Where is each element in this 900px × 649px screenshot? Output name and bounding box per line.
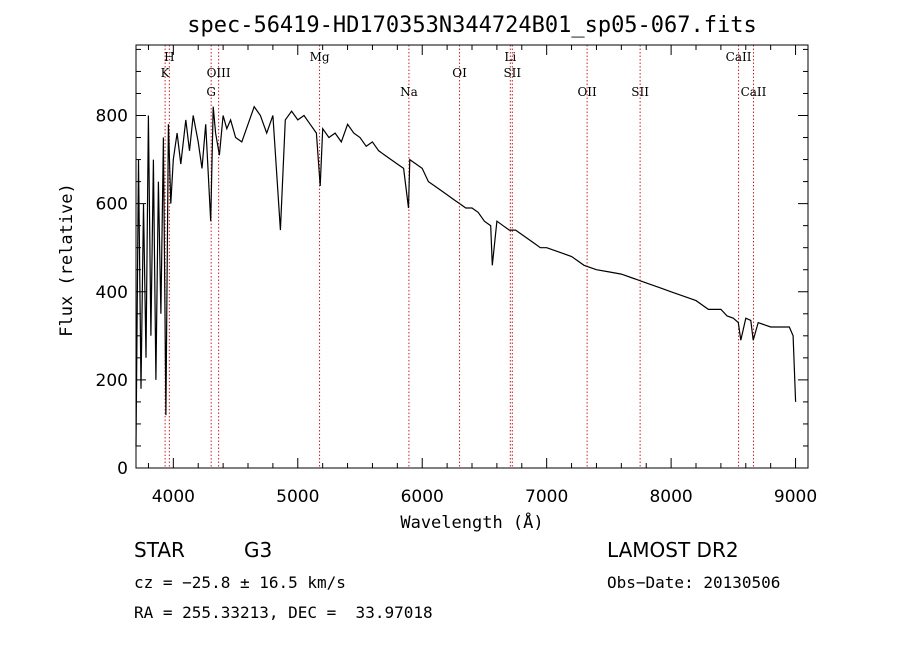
plot-frame (135, 44, 809, 469)
y-tick-label: 0 (117, 459, 128, 479)
chart-title: spec-56419-HD170353N344724B01_sp05-067.f… (187, 13, 757, 38)
x-tick-label: 9000 (774, 487, 817, 507)
line-marker-label: SII (503, 66, 521, 80)
spectrum-series (135, 105, 797, 447)
y-tick-label: 200 (96, 371, 128, 391)
line-marker-label: OIII (207, 66, 231, 80)
x-tick-label: 4000 (152, 487, 195, 507)
redshift-readout: cz = −25.8 ± 16.5 km/s (134, 573, 346, 592)
line-marker-label: CaII (726, 50, 752, 64)
line-marker-label: H (164, 50, 174, 64)
line-marker-label: CaII (741, 85, 767, 99)
line-marker-label: OI (452, 66, 467, 80)
survey-name: LAMOST DR2 (607, 538, 739, 562)
y-axis-label: Flux (relative) (57, 183, 77, 337)
obs-date: Obs−Date: 20130506 (607, 573, 781, 592)
coordinates: RA = 255.33213, DEC = 33.97018 (134, 603, 433, 622)
y-axis-ticks: 0 200 400 600 800 (96, 48, 808, 479)
line-marker-label: K (161, 66, 171, 80)
x-tick-label: 5000 (276, 487, 319, 507)
y-tick-label: 400 (96, 283, 128, 303)
spectral-subclass: G3 (244, 538, 273, 562)
x-axis-label: Wavelength (Å) (400, 511, 543, 533)
x-axis-ticks: 4000 5000 6000 7000 8000 9000 (147, 45, 817, 507)
x-tick-label: 8000 (649, 487, 692, 507)
line-marker-label: SII (631, 85, 649, 99)
line-marker-label: OII (577, 85, 597, 99)
line-marker-label: Li (504, 50, 516, 64)
y-tick-label: 600 (96, 195, 128, 215)
object-type: STAR (134, 538, 185, 562)
y-tick-label: 800 (96, 107, 128, 127)
line-marker-label: Mg (310, 50, 330, 64)
line-markers: KH G OIII Mg Na OI Li SII OII SII CaII CaII (161, 45, 767, 468)
spectrum-line (135, 105, 797, 447)
line-marker-label: G (206, 85, 216, 99)
x-tick-label: 6000 (401, 487, 444, 507)
line-marker-label: Na (400, 85, 418, 99)
x-tick-label: 7000 (525, 487, 568, 507)
